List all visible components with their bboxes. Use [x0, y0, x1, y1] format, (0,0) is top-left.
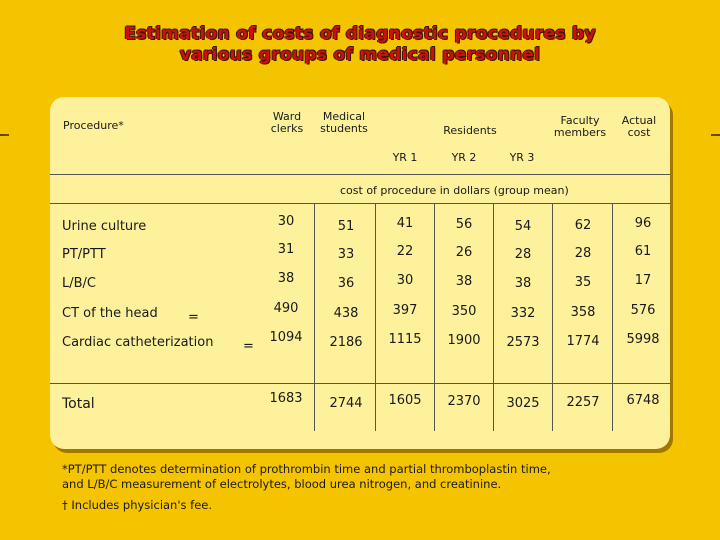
table-cell: 28 — [514, 247, 532, 262]
total-cell: 1605 — [388, 393, 422, 408]
table-cell: 358 — [570, 305, 596, 320]
table-cell: 438 — [333, 306, 359, 321]
table-cell: 28 — [574, 246, 592, 261]
col-divider — [552, 203, 553, 383]
table-cell: 54 — [514, 219, 532, 234]
table-cell: 1774 — [566, 334, 600, 349]
header-actual-cost: Actual cost — [621, 114, 657, 139]
row-label: CT of the head — [62, 306, 158, 321]
header-procedure: Procedure* — [63, 119, 124, 132]
table-cell: 17 — [634, 273, 652, 288]
header-yr1: YR 1 — [392, 151, 418, 164]
table-cell: 30 — [277, 214, 295, 229]
cost-table-panel: Procedure* Ward clerks Medical students Re… — [50, 97, 670, 449]
header-faculty-members: Faculty members — [553, 114, 607, 139]
table-cell: 51 — [337, 219, 355, 234]
table-cell: 35 — [574, 275, 592, 290]
total-label: Total — [62, 396, 95, 412]
row-label: PT/PTT — [62, 247, 106, 262]
total-cell: 1683 — [269, 391, 303, 406]
header-yr3: YR 3 — [509, 151, 535, 164]
left-edge-mark — [0, 134, 9, 136]
table-cell: 96 — [634, 216, 652, 231]
table-cell: 38 — [514, 276, 532, 291]
total-cell: 6748 — [626, 393, 660, 408]
total-cell: 3025 — [506, 396, 540, 411]
col-divider — [493, 203, 494, 383]
col-divider — [552, 383, 553, 431]
table-cell: 576 — [630, 303, 656, 318]
footnote-1: *PT/PTT denotes determination of prothro… — [62, 462, 551, 476]
total-cell: 2257 — [566, 395, 600, 410]
table-cell: 56 — [455, 217, 473, 232]
footnote-2: and L/B/C measurement of electrolytes, b… — [62, 477, 502, 491]
col-divider — [314, 203, 315, 383]
col-divider — [434, 383, 435, 431]
right-edge-mark — [711, 134, 720, 136]
table-cell: 38 — [455, 274, 473, 289]
col-divider — [612, 203, 613, 383]
table-cell: 33 — [337, 247, 355, 262]
row-label: Urine culture — [62, 219, 147, 234]
footnote-marker: = — [243, 339, 254, 354]
row-label: Cardiac catheterization — [62, 335, 214, 350]
table-cell: 31 — [277, 242, 295, 257]
col-divider — [612, 383, 613, 431]
table-cell: 30 — [396, 273, 414, 288]
table-cell: 1094 — [269, 330, 303, 345]
footnote-marker: = — [188, 310, 199, 325]
table-cell: 1900 — [447, 333, 481, 348]
header-divider — [50, 174, 670, 175]
total-divider — [50, 383, 670, 384]
col-divider — [375, 383, 376, 431]
title-line-2: various groups of medical personnel — [179, 45, 541, 65]
table-cell: 1115 — [388, 332, 422, 347]
table-cell: 332 — [510, 306, 536, 321]
header-ward-clerks: Ward clerks — [270, 110, 304, 135]
col-divider — [434, 203, 435, 383]
table-cell: 41 — [396, 216, 414, 231]
table-cell: 2573 — [506, 335, 540, 350]
table-cell: 5998 — [626, 332, 660, 347]
table-cell: 22 — [396, 244, 414, 259]
table-cell: 36 — [337, 276, 355, 291]
col-divider — [375, 203, 376, 383]
total-cell: 2370 — [447, 394, 481, 409]
table-cell: 397 — [392, 303, 418, 318]
col-divider — [493, 383, 494, 431]
table-cell: 26 — [455, 245, 473, 260]
table-cell: 61 — [634, 244, 652, 259]
table-cell: 490 — [273, 301, 299, 316]
table-cell: 350 — [451, 304, 477, 319]
header-residents: Residents — [443, 124, 497, 137]
row-label: L/B/C — [62, 276, 96, 291]
header-medical-students: Medical students — [320, 110, 368, 135]
units-divider — [50, 203, 670, 204]
total-cell: 2744 — [329, 396, 363, 411]
table-cell: 2186 — [329, 335, 363, 350]
table-cell: 38 — [277, 271, 295, 286]
footnote-3: † Includes physician's fee. — [62, 498, 213, 512]
table-cell: 62 — [574, 218, 592, 233]
header-yr2: YR 2 — [451, 151, 477, 164]
col-divider — [314, 383, 315, 431]
title-line-1: Estimation of costs of diagnostic proced… — [124, 24, 596, 44]
units-caption: cost of procedure in dollars (group mean… — [340, 184, 569, 197]
